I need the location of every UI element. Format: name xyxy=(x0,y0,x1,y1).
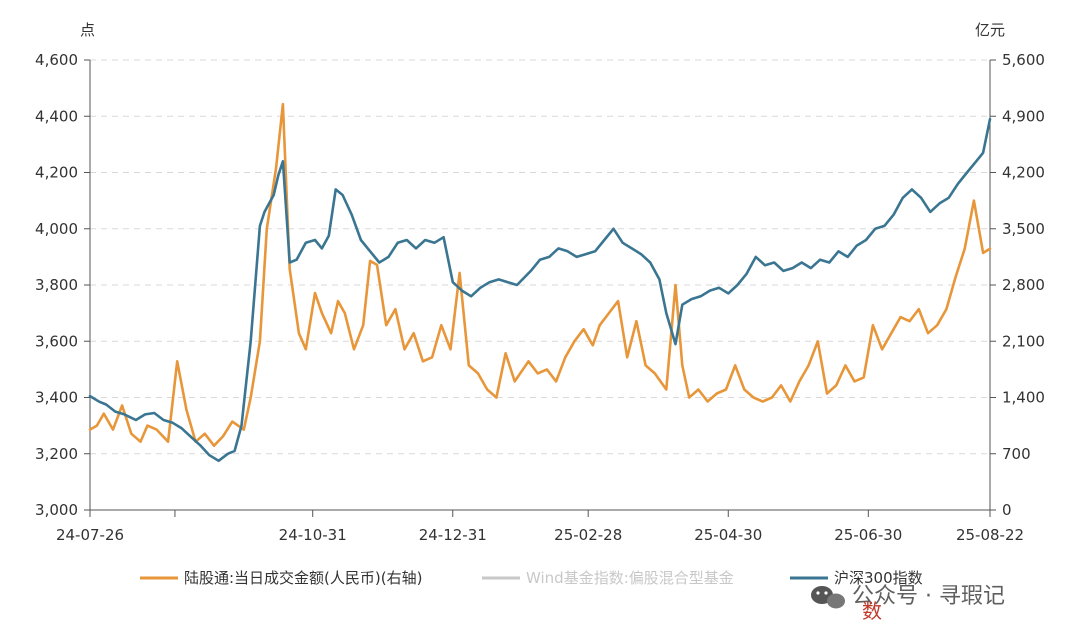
right-tick-label: 5,600 xyxy=(1002,51,1045,69)
legend-item-wind-fund-index[interactable]: Wind基金指数:偏股混合型基金 xyxy=(482,569,734,587)
right-tick-label: 700 xyxy=(1002,445,1031,463)
left-tick-label: 4,200 xyxy=(35,164,78,182)
x-tick-label: 25-06-30 xyxy=(834,526,902,544)
right-tick-label: 2,100 xyxy=(1002,332,1045,350)
right-tick-label: 0 xyxy=(1002,501,1012,519)
legend-label-wind-fund-index: Wind基金指数:偏股混合型基金 xyxy=(526,569,734,587)
x-tick-label: 25-02-28 xyxy=(554,526,622,544)
left-axis-unit: 点 xyxy=(80,21,95,39)
x-tick-label: 25-04-30 xyxy=(694,526,762,544)
legend-item-csi300[interactable]: 沪深300指数 xyxy=(790,569,923,587)
x-tick-label: 24-12-31 xyxy=(419,526,487,544)
left-tick-label: 4,600 xyxy=(35,51,78,69)
wechat-icon xyxy=(811,586,845,609)
left-tick-label: 4,000 xyxy=(35,220,78,238)
right-tick-label: 3,500 xyxy=(1002,220,1045,238)
left-tick-label: 3,200 xyxy=(35,445,78,463)
watermark-text-2: 数 xyxy=(862,599,882,623)
right-axis-ticks: 0 700 1,400 2,100 2,800 3,500 4,200 4,900 5,600 xyxy=(990,51,1045,519)
legend-item-northbound-turnover[interactable]: 陆股通:当日成交金额(人民币)(右轴) xyxy=(140,569,422,587)
left-tick-label: 3,000 xyxy=(35,501,78,519)
series-csi300 xyxy=(88,117,992,463)
left-tick-label: 4,400 xyxy=(35,107,78,125)
legend-label-northbound-turnover: 陆股通:当日成交金额(人民币)(右轴) xyxy=(184,569,422,587)
x-tick-label: 24-10-31 xyxy=(279,526,347,544)
right-tick-label: 4,200 xyxy=(1002,164,1045,182)
left-tick-label: 3,800 xyxy=(35,276,78,294)
x-tick-label: 25-08-22 xyxy=(956,526,1024,544)
gridlines xyxy=(90,59,990,455)
series-northbound-turnover xyxy=(88,102,992,447)
left-tick-label: 3,600 xyxy=(35,332,78,350)
x-axis-ticks: 24-07-26 24-10-31 24-12-31 25-02-28 25-04-30… xyxy=(56,510,1024,544)
legend: 陆股通:当日成交金额(人民币)(右轴) Wind基金指数:偏股混合型基金 沪深3… xyxy=(140,569,923,587)
series-layer xyxy=(88,102,992,463)
right-axis-unit: 亿元 xyxy=(975,21,1005,39)
right-tick-label: 4,900 xyxy=(1002,107,1045,125)
right-tick-label: 1,400 xyxy=(1002,389,1045,407)
right-tick-label: 2,800 xyxy=(1002,276,1045,294)
x-tick-label: 24-07-26 xyxy=(56,526,124,544)
legend-label-csi300: 沪深300指数 xyxy=(834,569,923,587)
watermark-text: 公众号 · 寻瑕记 xyxy=(852,584,1005,609)
watermark: 公众号 · 寻瑕记 数 xyxy=(811,584,1005,623)
left-tick-label: 3,400 xyxy=(35,389,78,407)
left-axis-ticks: 3,000 3,200 3,400 3,600 3,800 4,000 4,200 4,400… xyxy=(35,51,90,519)
